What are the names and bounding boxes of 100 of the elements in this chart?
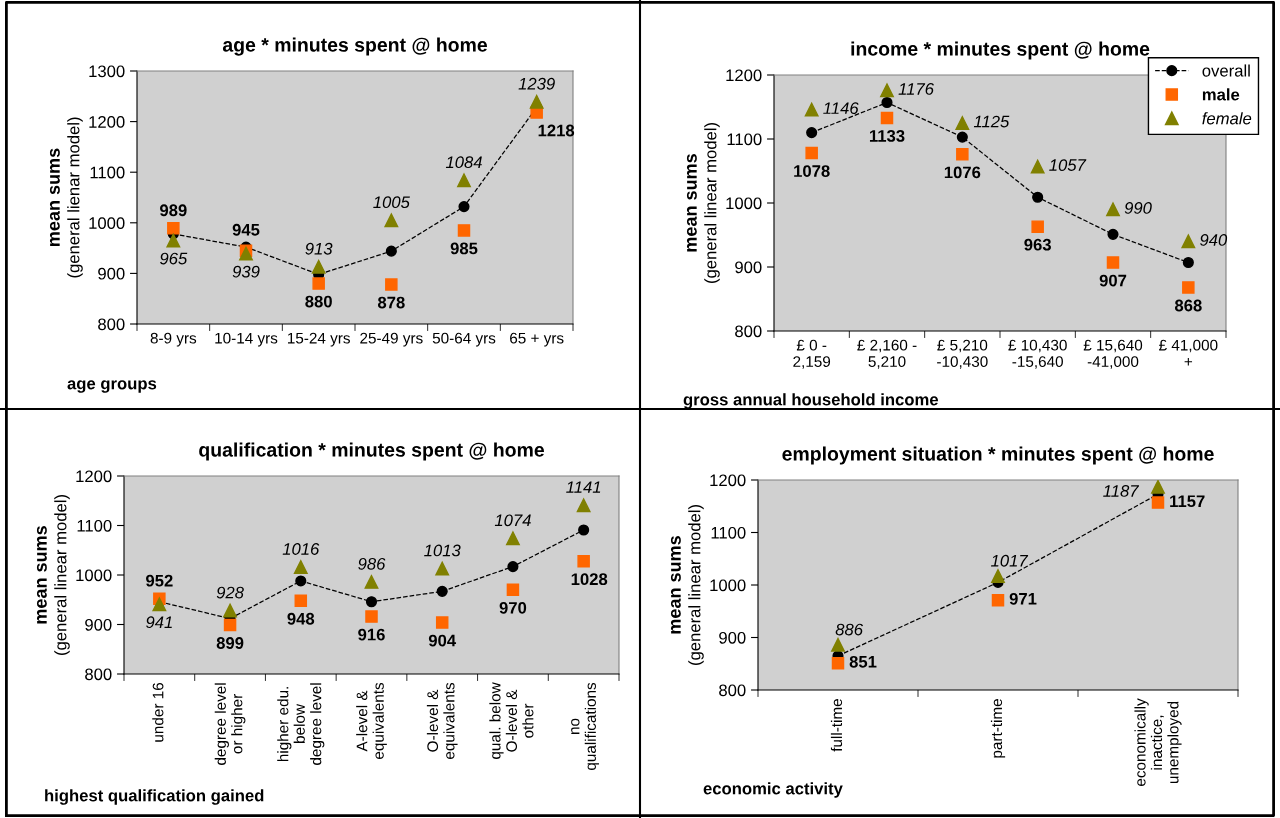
data-label: 1239 [518, 77, 555, 90]
point [166, 233, 181, 248]
data-label: 985 [450, 242, 478, 255]
data-label: 886 [835, 623, 864, 636]
point [881, 96, 893, 109]
data-label: 971 [1009, 592, 1037, 605]
data-label: 1078 [794, 165, 830, 177]
data-label: 1017 [991, 554, 1029, 567]
y-tick-label: 1300 [89, 65, 125, 78]
y-axis-title: mean sums (general linear model) [686, 122, 720, 284]
point [365, 596, 378, 608]
point [507, 561, 519, 573]
x-tick-label: O-level & equivalents [426, 682, 458, 759]
y-tick-label: 1100 [77, 519, 112, 532]
point [167, 222, 180, 235]
legend-label: overall [1202, 64, 1250, 77]
data-label: 868 [1174, 299, 1202, 312]
point [1151, 496, 1165, 509]
chart-title: qualification * minutes spent @ home [199, 442, 545, 461]
x-tick-label: economically inactice, unemployed [1134, 698, 1182, 786]
y-tick-label: 1100 [90, 166, 125, 179]
point [311, 259, 326, 274]
data-label: 916 [358, 628, 385, 641]
y-tick-label: 1200 [89, 116, 125, 128]
x-axis-title: economic activity [703, 782, 843, 798]
data-label: 948 [287, 612, 315, 625]
data-label: 851 [849, 655, 877, 668]
x-tick-label: £ 5,210 -10,430 [937, 339, 988, 369]
point [805, 146, 818, 160]
point [458, 201, 470, 213]
data-label: 907 [1099, 274, 1127, 287]
point [457, 224, 471, 237]
point [956, 148, 969, 161]
data-label: 989 [160, 204, 187, 217]
y-tick-label: 1200 [710, 474, 746, 487]
y-tick-label: 1000 [89, 217, 125, 229]
data-label: 1133 [869, 130, 905, 142]
x-tick-label: 65 + yrs [510, 332, 564, 347]
point [880, 111, 894, 125]
y-tick-label: 900 [98, 267, 125, 280]
point [293, 560, 308, 575]
point [152, 597, 167, 612]
data-label: 904 [428, 634, 457, 647]
y-axis-title: mean sums (general lienar model) [49, 117, 83, 278]
point [529, 94, 544, 109]
point [506, 583, 520, 597]
legend-label: female [1202, 112, 1252, 125]
point [435, 616, 449, 629]
data-label: 1005 [373, 196, 410, 209]
y-tick-label: 1000 [76, 569, 112, 582]
data-label: 939 [232, 265, 260, 278]
point [1106, 256, 1120, 269]
data-label: 913 [305, 242, 333, 255]
chart-title: age * minutes spent @ home [222, 37, 487, 56]
point [295, 575, 307, 587]
point [880, 83, 894, 98]
point [831, 656, 845, 670]
y-tick-label: 900 [735, 261, 762, 274]
point [385, 278, 398, 291]
x-tick-label: degree level or higher [214, 683, 246, 765]
chart-title: income * minutes spent @ home [851, 41, 1150, 60]
y-tick-label: 800 [85, 668, 112, 681]
point [436, 585, 448, 597]
point [384, 213, 399, 228]
data-label: 880 [305, 295, 332, 308]
data-label: 1125 [973, 115, 1010, 128]
data-label: 963 [1024, 238, 1051, 251]
point [223, 618, 237, 632]
x-tick-label: £ 10,430 -15,640 [1008, 339, 1067, 369]
point [806, 127, 818, 139]
x-tick-label: part-time [990, 699, 1006, 758]
data-label: 1028 [571, 573, 608, 586]
point [1151, 480, 1165, 494]
legend-label: male [1202, 88, 1240, 101]
point [1032, 191, 1044, 203]
x-tick-label: no qualifications [571, 682, 599, 771]
x-tick-label: under 16 [152, 683, 164, 742]
x-tick-label: 25-49 yrs [360, 332, 423, 347]
point [364, 574, 379, 589]
x-tick-label: full-time [830, 699, 843, 752]
x-tick-label: 15-24 yrs [287, 332, 350, 347]
y-tick-label: 900 [85, 618, 112, 631]
y-tick-label: 900 [719, 631, 746, 644]
x-tick-label: £ 0 - 2,159 [793, 339, 831, 369]
x-tick-label: qual. below O-level & other [489, 682, 534, 759]
point [239, 246, 253, 261]
x-tick-label: A-level & equivalents [356, 682, 387, 759]
point [991, 593, 1005, 607]
x-axis-title: highest qualification gained [45, 789, 264, 805]
y-tick-label: 1000 [726, 197, 762, 210]
data-label: 1157 [1170, 495, 1205, 508]
x-tick-label: £ 15,640 -41,000 [1083, 339, 1143, 369]
point [577, 554, 590, 568]
data-label: 970 [499, 601, 527, 614]
point [1030, 159, 1045, 174]
data-label: 899 [216, 637, 244, 649]
x-tick-label: 8-9 yrs [150, 332, 197, 347]
x-tick-label: £ 2,160 - 5,210 [857, 339, 917, 369]
point [312, 277, 325, 290]
data-label: 1141 [566, 481, 601, 493]
